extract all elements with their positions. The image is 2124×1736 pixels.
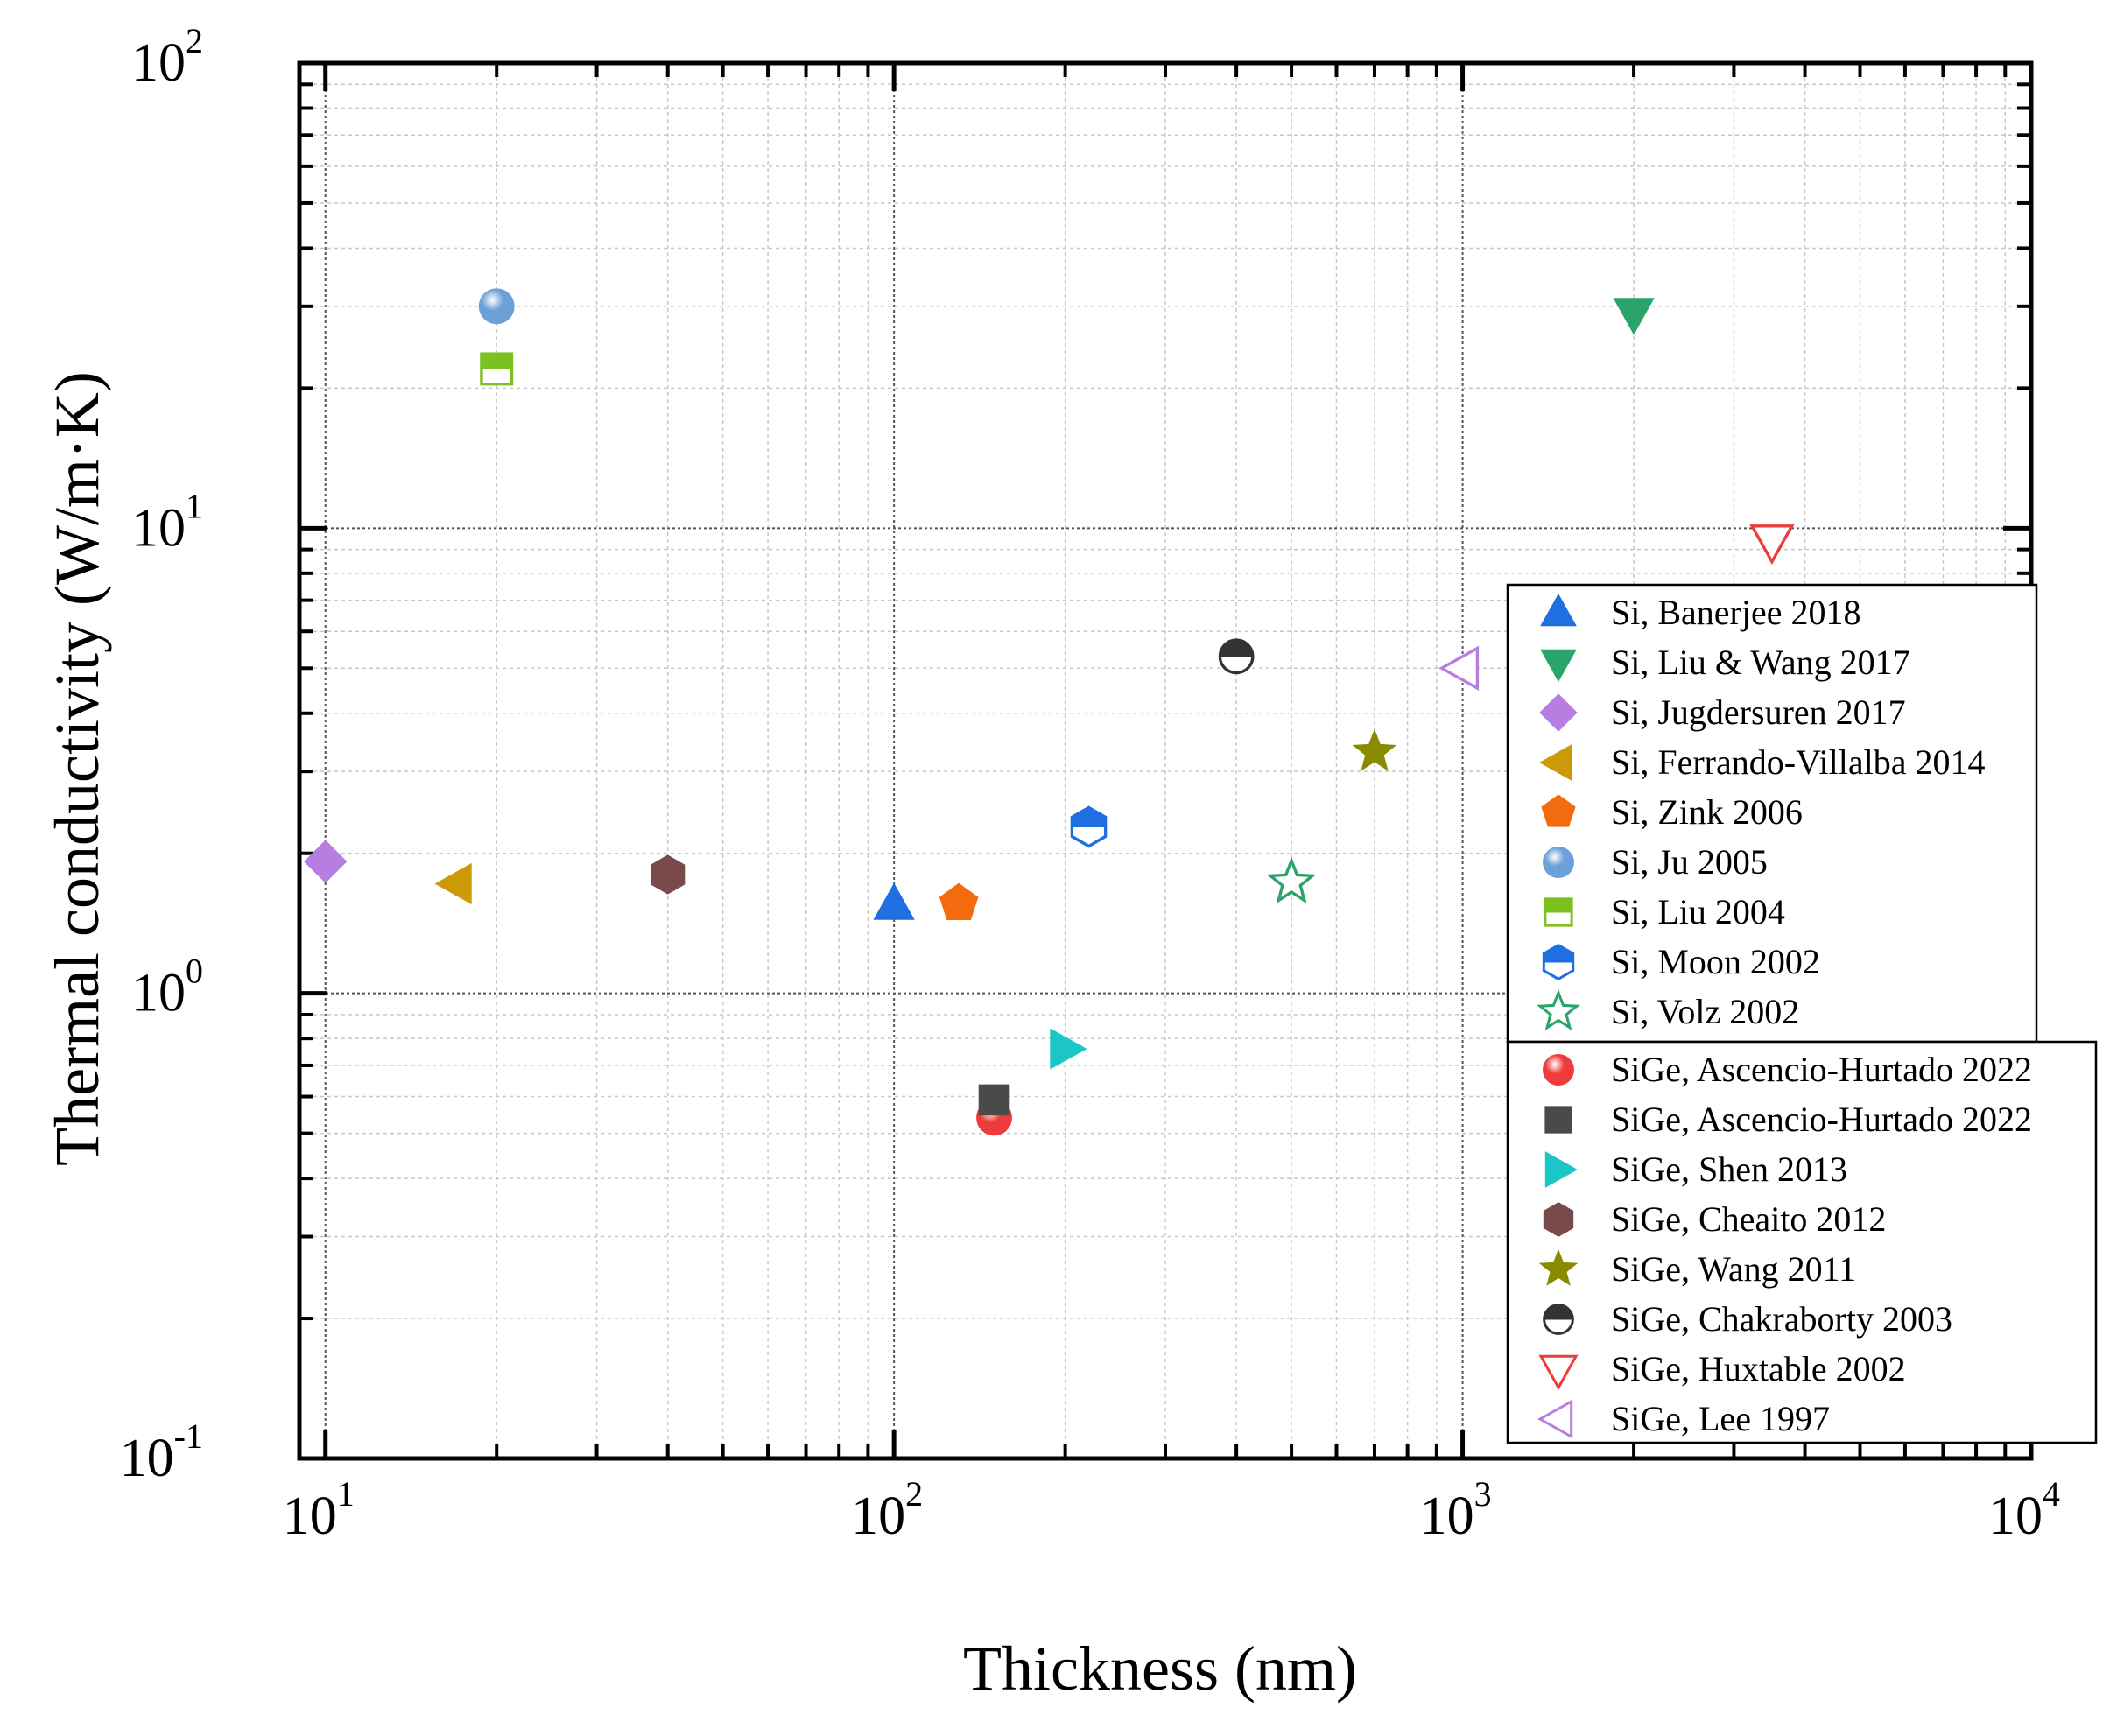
data-point bbox=[1218, 638, 1255, 675]
legend: Si, Banerjee 2018 Si, Liu & Wang 2017 Si, … bbox=[1506, 583, 2098, 1444]
legend-marker bbox=[1538, 744, 1572, 781]
data-point bbox=[939, 882, 979, 920]
legend-label: SiGe, Chakraborty 2003 bbox=[1611, 1299, 1952, 1339]
legend-marker bbox=[1543, 1202, 1574, 1237]
y-tick-label: 100 bbox=[131, 952, 203, 1023]
legend-marker bbox=[1543, 1054, 1574, 1086]
legend-label: Si, Banerjee 2018 bbox=[1611, 593, 1861, 632]
legend-marker bbox=[1540, 593, 1577, 627]
legend-marker bbox=[1542, 943, 1575, 981]
legend-label: SiGe, Lee 1997 bbox=[1611, 1399, 1830, 1438]
legend-marker bbox=[1540, 649, 1577, 683]
data-point bbox=[434, 862, 472, 905]
x-tick-label: 102 bbox=[851, 1474, 923, 1546]
legend-label: SiGe, Wang 2011 bbox=[1611, 1249, 1856, 1289]
legend-label: Si, Zink 2006 bbox=[1611, 792, 1803, 832]
data-point bbox=[873, 882, 915, 920]
legend-marker bbox=[1537, 1399, 1573, 1439]
data-point bbox=[1438, 645, 1480, 691]
legend-marker bbox=[1538, 1354, 1579, 1391]
legend-marker bbox=[1543, 1304, 1574, 1335]
data-point bbox=[480, 352, 514, 386]
data-point bbox=[1266, 856, 1317, 904]
legend-box bbox=[1506, 1040, 2098, 1444]
legend-marker bbox=[1544, 897, 1573, 927]
legend-marker bbox=[1544, 1151, 1579, 1188]
data-point bbox=[1352, 728, 1397, 771]
data-point bbox=[1749, 524, 1795, 566]
x-axis-label: Thickness (nm) bbox=[963, 1634, 1357, 1704]
legend-label: SiGe, Shen 2013 bbox=[1611, 1149, 1847, 1189]
legend-label: SiGe, Huxtable 2002 bbox=[1611, 1349, 1906, 1388]
legend-label: Si, Ferrando-Villalba 2014 bbox=[1611, 742, 1986, 782]
legend-marker bbox=[1538, 1248, 1579, 1286]
data-point bbox=[478, 288, 515, 325]
legend-label: SiGe, Ascencio-Hurtado 2022 bbox=[1611, 1100, 2032, 1139]
data-points bbox=[303, 288, 1795, 1136]
legend-marker bbox=[1544, 1106, 1572, 1134]
axis-ticks bbox=[298, 60, 2034, 1461]
legend-marker bbox=[1539, 693, 1578, 732]
legend-label: Si, Liu 2004 bbox=[1611, 892, 1785, 931]
data-point bbox=[303, 840, 348, 883]
legend-label: Si, Volz 2002 bbox=[1611, 992, 1799, 1031]
legend-label: Si, Liu & Wang 2017 bbox=[1611, 643, 1910, 682]
data-point bbox=[1070, 805, 1108, 848]
legend-marker bbox=[1543, 847, 1574, 878]
data-point bbox=[1050, 1028, 1087, 1070]
legend-marker bbox=[1541, 794, 1576, 827]
legend-label: Si, Ju 2005 bbox=[1611, 842, 1768, 882]
y-axis-label: Thermal conductivity (W/m·K) bbox=[42, 371, 112, 1166]
data-point bbox=[978, 1084, 1010, 1116]
data-point bbox=[1613, 298, 1655, 335]
legend-label: Si, Jugdersuren 2017 bbox=[1611, 692, 1906, 732]
legend-label: Si, Moon 2002 bbox=[1611, 942, 1820, 981]
legend-label: SiGe, Ascencio-Hurtado 2022 bbox=[1611, 1050, 2032, 1089]
data-point bbox=[651, 854, 686, 895]
legend-label: SiGe, Cheaito 2012 bbox=[1611, 1199, 1886, 1239]
legend-marker bbox=[1537, 988, 1580, 1031]
